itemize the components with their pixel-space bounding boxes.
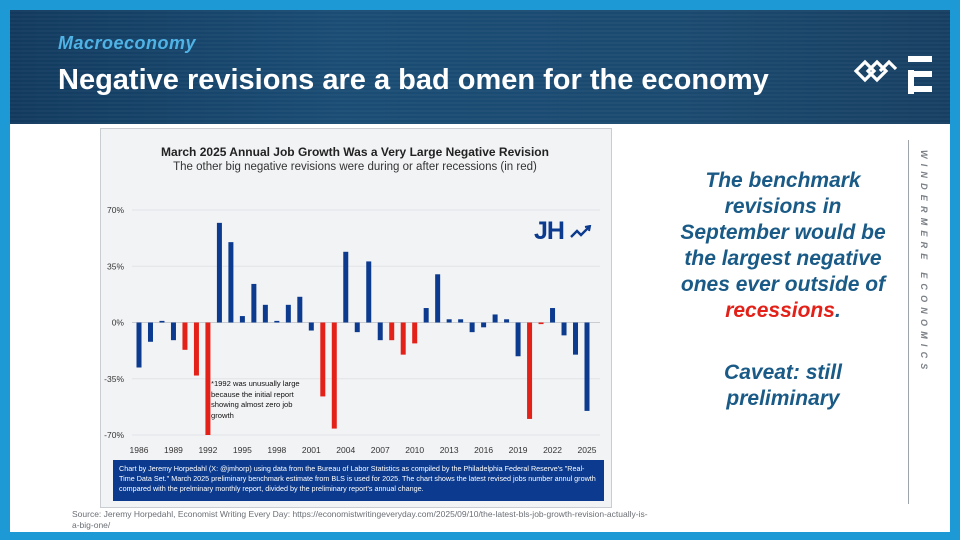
bar-2017 — [492, 314, 498, 323]
x-tick-label: 2013 — [440, 445, 459, 455]
x-tick-label: 1995 — [233, 445, 252, 455]
bar-1991 — [193, 322, 199, 376]
bar-2005 — [354, 322, 360, 333]
chart-panel — [100, 128, 612, 508]
jh-watermark-text: JH — [534, 217, 565, 245]
x-tick-label: 2010 — [405, 445, 424, 455]
bar-2007 — [377, 322, 383, 341]
bar-1993 — [216, 222, 222, 323]
bar-2022 — [550, 308, 556, 323]
side-commentary: The benchmark revisions in September wou… — [670, 168, 896, 324]
x-tick-label: 2019 — [509, 445, 528, 455]
bar-1999 — [285, 304, 291, 323]
bar-2025 — [584, 322, 590, 411]
x-tick-label: 2001 — [302, 445, 321, 455]
y-tick-label: -35% — [104, 374, 124, 384]
side-text-highlight: recessions — [725, 299, 835, 322]
side-text-end: . — [834, 299, 841, 322]
bar-2012 — [435, 274, 441, 323]
bar-1995 — [239, 316, 245, 323]
bar-2015 — [469, 322, 475, 333]
bar-2001 — [308, 322, 314, 331]
slide-title: Negative revisions are a bad omen for th… — [58, 64, 769, 96]
bar-2021 — [538, 322, 544, 325]
bar-2010 — [412, 322, 418, 344]
y-tick-label: 35% — [107, 261, 124, 271]
bar-2011 — [423, 308, 429, 323]
bar-1990 — [182, 322, 188, 350]
chart-title: March 2025 Annual Job Growth Was a Very … — [161, 145, 549, 159]
side-text-main: The benchmark revisions in September wou… — [680, 169, 886, 296]
bar-2004 — [343, 251, 349, 323]
brand-vertical-text: WINDERMERE ECONOMICS — [919, 150, 929, 375]
bar-1997 — [262, 304, 268, 323]
bar-1994 — [228, 242, 234, 323]
x-tick-label: 1989 — [164, 445, 183, 455]
x-tick-label: 2004 — [336, 445, 355, 455]
bar-2023 — [561, 322, 567, 336]
y-tick-label: -70% — [104, 430, 124, 440]
bar-2019 — [515, 322, 521, 357]
bar-1996 — [251, 283, 257, 323]
windermere-logo-icon — [853, 56, 932, 94]
bar-2016 — [481, 322, 487, 328]
section-label: Macroeconomy — [58, 33, 197, 53]
bar-1986 — [136, 322, 142, 368]
bar-1989 — [170, 322, 176, 341]
caveat-text: Caveat: still preliminary — [724, 361, 842, 410]
bar-2024 — [573, 322, 579, 355]
divider-line — [908, 140, 909, 504]
x-tick-label: 1986 — [130, 445, 149, 455]
bar-2020 — [527, 322, 533, 419]
bar-1987 — [147, 322, 153, 342]
bar-2014 — [458, 319, 464, 323]
chart-subtitle: The other big negative revisions were du… — [173, 161, 537, 173]
bar-1988 — [159, 320, 165, 323]
source-citation: Source: Jeremy Horpedahl, Economist Writ… — [72, 509, 648, 530]
bar-1998 — [274, 320, 280, 323]
x-tick-label: 1998 — [267, 445, 286, 455]
x-tick-label: 2025 — [578, 445, 597, 455]
bar-2008 — [389, 322, 395, 341]
chart-annotation: *1992 was unusually large because the in… — [211, 379, 300, 420]
trend-arrow-icon — [570, 224, 592, 238]
x-tick-label: 2007 — [371, 445, 390, 455]
bar-2018 — [504, 319, 510, 323]
y-tick-label: 0% — [112, 318, 125, 328]
bar-2009 — [400, 322, 406, 355]
chart-caption: Chart by Jeremy Horpedahl (X: @jmhorp) u… — [113, 460, 604, 501]
x-tick-label: 2016 — [474, 445, 493, 455]
bar-2006 — [366, 261, 372, 323]
bar-chart: 70% 35% 0% -35% -70% 1986 1989 1992 1995 1998 2001… — [104, 205, 600, 455]
bar-1992 — [205, 322, 211, 435]
bar-2003 — [331, 322, 337, 429]
jh-watermark: JH — [534, 217, 592, 246]
y-tick-label: 70% — [107, 205, 124, 215]
x-tick-label: 1992 — [198, 445, 217, 455]
bar-2002 — [320, 322, 326, 397]
x-tick-label: 2022 — [543, 445, 562, 455]
slide-header — [10, 10, 950, 124]
bar-2000 — [297, 296, 303, 323]
bar-2013 — [446, 319, 452, 323]
